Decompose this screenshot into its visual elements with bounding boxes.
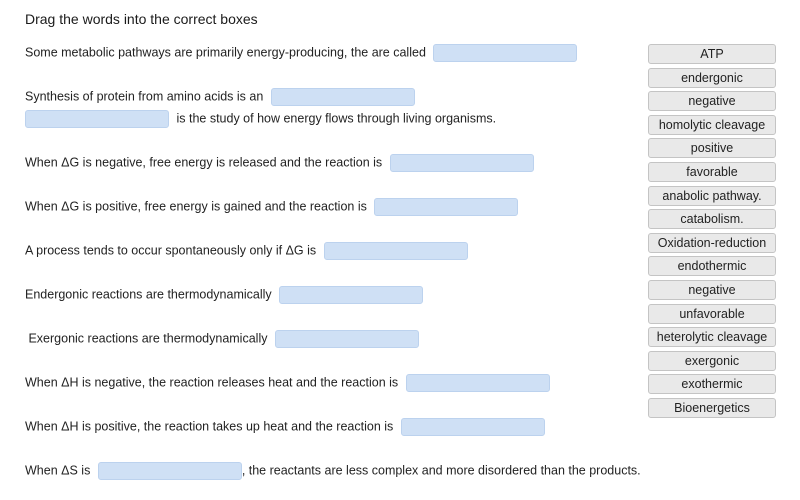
- question-text: Synthesis of protein from amino acids is…: [25, 89, 264, 104]
- word-chip[interactable]: exergonic: [648, 350, 776, 371]
- drop-zone-7[interactable]: [279, 285, 424, 304]
- question-text: When ΔS is: [25, 463, 91, 478]
- question-3: is the study of how energy flows through…: [25, 108, 496, 128]
- question-text: Some metabolic pathways are primarily en…: [25, 45, 426, 60]
- question-text: , the reactants are less complex and mor…: [241, 463, 641, 478]
- question-text: Endergonic reactions are thermodynamical…: [25, 287, 272, 302]
- question-text: is the study of how energy flows through…: [176, 111, 497, 126]
- question-4: When ΔG is negative, free energy is rele…: [25, 152, 534, 172]
- word-chip[interactable]: endergonic: [648, 67, 776, 88]
- word-chip[interactable]: catabolism.: [648, 209, 776, 230]
- word-chip[interactable]: unfavorable: [648, 303, 776, 324]
- question-5: When ΔG is positive, free energy is gain…: [25, 196, 519, 216]
- word-chip[interactable]: anabolic pathway.: [648, 185, 776, 206]
- drop-zone-10[interactable]: [400, 417, 545, 436]
- drop-zone-4[interactable]: [389, 153, 534, 172]
- word-chip[interactable]: negative: [648, 91, 776, 112]
- drop-zone-9[interactable]: [405, 373, 550, 392]
- drop-zone-5[interactable]: [374, 197, 519, 216]
- question-8: Exergonic reactions are thermodynamicall…: [25, 328, 419, 348]
- question-text: When ΔH is positive, the reaction takes …: [25, 419, 394, 434]
- question-text: Exergonic reactions are thermodynamicall…: [25, 331, 268, 346]
- question-text: When ΔG is negative, free energy is rele…: [25, 155, 383, 170]
- question-10: When ΔH is positive, the reaction takes …: [25, 416, 545, 436]
- word-chip[interactable]: homolytic cleavage: [648, 114, 776, 135]
- drop-zone-11[interactable]: [97, 461, 242, 480]
- instructions: Drag the words into the correct boxes: [25, 11, 258, 27]
- word-bank: ATP endergonic negative homolytic cleava…: [648, 44, 776, 422]
- question-text: When ΔG is positive, free energy is gain…: [25, 199, 367, 214]
- word-chip[interactable]: positive: [648, 138, 776, 159]
- drop-zone-1[interactable]: [433, 43, 578, 62]
- question-9: When ΔH is negative, the reaction releas…: [25, 372, 550, 392]
- drop-zone-6[interactable]: [323, 241, 468, 260]
- word-chip[interactable]: Oxidation-reduction: [648, 232, 776, 253]
- question-text: When ΔH is negative, the reaction releas…: [25, 375, 399, 390]
- question-6: A process tends to occur spontaneously o…: [25, 240, 468, 260]
- question-1: Some metabolic pathways are primarily en…: [25, 42, 578, 62]
- word-chip[interactable]: negative: [648, 279, 776, 300]
- word-chip[interactable]: heterolytic cleavage: [648, 327, 776, 348]
- question-2: Synthesis of protein from amino acids is…: [25, 86, 415, 106]
- word-chip[interactable]: favorable: [648, 161, 776, 182]
- drop-zone-8[interactable]: [274, 329, 419, 348]
- word-chip[interactable]: endothermic: [648, 256, 776, 277]
- drop-zone-3[interactable]: [25, 109, 169, 128]
- word-chip[interactable]: exothermic: [648, 374, 776, 395]
- question-11: When ΔS is , the reactants are less comp…: [25, 460, 641, 480]
- word-chip[interactable]: Bioenergetics: [648, 397, 776, 418]
- drop-zone-2[interactable]: [270, 87, 415, 106]
- question-text: A process tends to occur spontaneously o…: [25, 243, 317, 258]
- word-chip[interactable]: ATP: [648, 44, 776, 64]
- question-7: Endergonic reactions are thermodynamical…: [25, 284, 424, 304]
